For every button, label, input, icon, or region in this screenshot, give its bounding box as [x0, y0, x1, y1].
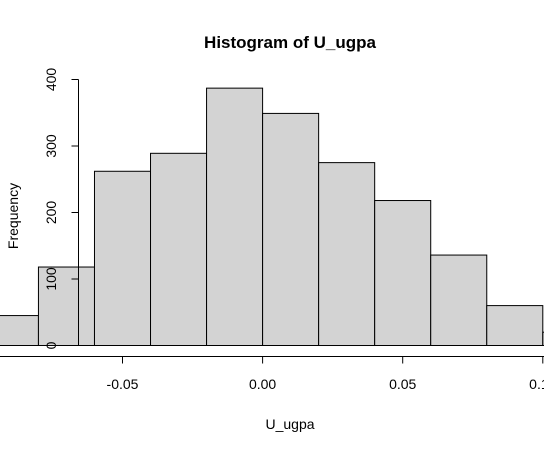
histogram-bar: [0, 315, 39, 347]
histogram-bar: [318, 162, 376, 347]
y-tick-label: 300: [43, 134, 59, 158]
histogram-bar: [486, 305, 544, 347]
x-tick-label: 0.10: [529, 376, 544, 392]
histogram-bar: [206, 87, 264, 346]
histogram-bar: [542, 331, 544, 347]
histogram-bar: [150, 152, 208, 346]
bars-group: [0, 87, 544, 347]
histogram-bar: [93, 170, 152, 346]
histogram-bar: [37, 266, 95, 346]
y-tick-label: 200: [43, 201, 59, 225]
x-axis: -0.10-0.050.000.050.100.15: [0, 356, 544, 392]
y-tick-label: 100: [43, 267, 59, 291]
histogram-bar: [262, 112, 320, 346]
histogram-bar: [430, 254, 488, 346]
x-tick-label: 0.05: [389, 376, 416, 392]
y-axis-label: Frequency: [5, 183, 21, 249]
y-axis: 0 100 200 300 400: [43, 68, 79, 349]
x-tick-label: 0.00: [249, 376, 276, 392]
y-tick-label: 0: [43, 341, 59, 349]
x-axis-label: U_ugpa: [265, 416, 314, 432]
histogram-bar: [374, 200, 432, 346]
chart-title: Histogram of U_ugpa: [204, 33, 376, 52]
y-tick-label: 400: [43, 68, 59, 92]
x-tick-label: -0.05: [107, 376, 139, 392]
